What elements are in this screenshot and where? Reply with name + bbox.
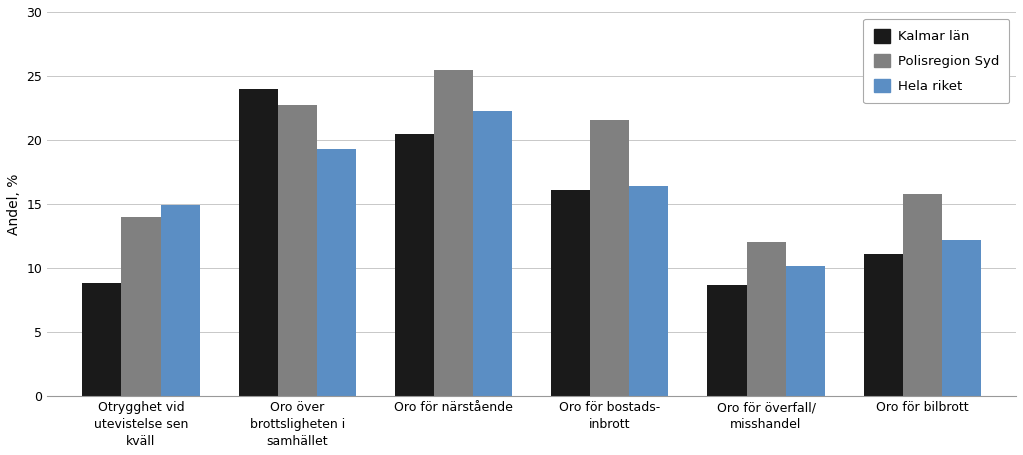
Bar bbox=[317, 149, 356, 396]
Bar bbox=[590, 120, 629, 396]
Bar bbox=[122, 217, 161, 396]
Y-axis label: Andel, %: Andel, % bbox=[7, 173, 20, 235]
Bar bbox=[551, 190, 590, 396]
Bar bbox=[473, 111, 513, 396]
Bar bbox=[434, 70, 473, 396]
Bar bbox=[629, 186, 668, 396]
Bar bbox=[277, 106, 317, 396]
Bar bbox=[708, 285, 747, 396]
Bar bbox=[238, 89, 277, 396]
Bar bbox=[942, 240, 981, 396]
Bar bbox=[161, 205, 199, 396]
Bar bbox=[395, 134, 434, 396]
Bar bbox=[83, 283, 122, 396]
Bar bbox=[902, 194, 942, 396]
Bar bbox=[863, 254, 902, 396]
Bar bbox=[786, 266, 825, 396]
Bar bbox=[747, 243, 786, 396]
Legend: Kalmar län, Polisregion Syd, Hela riket: Kalmar län, Polisregion Syd, Hela riket bbox=[863, 19, 1010, 103]
